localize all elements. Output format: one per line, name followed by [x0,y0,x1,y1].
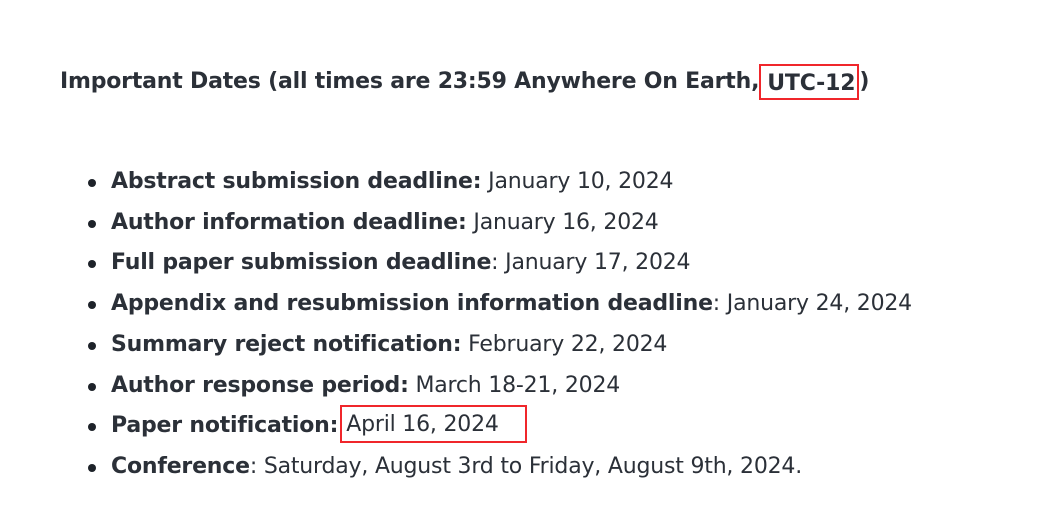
date-label: Author information deadline: [111,209,467,235]
date-separator: : [491,250,499,276]
date-item-abstract-submission: Abstract submission deadline: January 10… [88,162,912,203]
date-label: Abstract submission deadline: [111,169,482,194]
bullet-icon [88,260,96,269]
date-label: Summary reject notification: [111,331,462,357]
date-item-author-response: Author response period: March 18-21, 202… [88,366,912,407]
date-label: Conference [111,453,250,479]
date-item-full-paper-submission: Full paper submission deadline: January … [88,243,912,284]
date-value: January 24, 2024 [720,291,912,317]
dates-list: Abstract submission deadline: January 10… [88,162,912,488]
timezone-highlight: UTC-12 [759,64,860,100]
bullet-icon [88,341,96,350]
date-value: January 16, 2024 [466,209,659,235]
date-item-author-information: Author information deadline: January 16,… [88,203,912,244]
date-value: January 17, 2024 [498,250,691,276]
important-dates-heading: Important Dates (all times are 23:59 Any… [60,62,1050,102]
date-label: Paper notification: [111,413,339,439]
heading-timezone: UTC-12 [767,71,856,96]
date-item-conference: Conference: Saturday, August 3rd to Frid… [88,447,912,488]
bullet-icon [88,219,96,228]
date-label: Full paper submission deadline [111,250,492,276]
date-item-appendix-resubmission: Appendix and resubmission information de… [88,284,912,325]
date-label: Author response period: [111,372,409,398]
date-value: January 10, 2024 [481,169,674,194]
date-item-paper-notification: Paper notification: April 16, 2024 [88,405,912,447]
date-value: February 22, 2024 [461,331,668,357]
bullet-icon [88,382,96,391]
important-dates-section: Important Dates (all times are 23:59 Any… [60,62,1050,479]
date-label: Appendix and resubmission information de… [111,291,713,317]
date-item-summary-reject: Summary reject notification: February 22… [88,325,912,366]
bullet-icon [88,301,96,310]
bullet-icon [88,463,96,472]
date-separator: : [249,453,258,479]
date-separator: : [712,291,721,317]
heading-prefix: Important Dates (all times are 23:59 Any… [60,69,760,94]
date-value: March 18-21, 2024 [408,372,621,398]
heading-suffix: ) [859,69,870,94]
bullet-icon [88,423,96,432]
date-value: Saturday, August 3rd to Friday, August 9… [257,453,803,479]
bullet-icon [88,179,96,187]
paper-notification-date-highlight: April 16, 2024 [340,405,527,444]
